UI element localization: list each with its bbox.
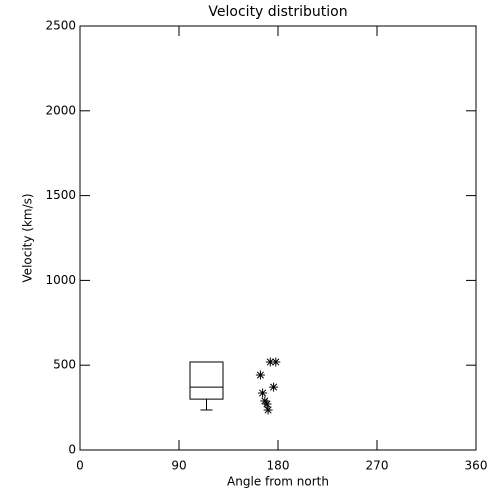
scatter-point — [269, 382, 279, 392]
x-axis-label: Angle from north — [227, 475, 329, 489]
y-tick-label: 1000 — [45, 273, 76, 287]
scatter-point — [265, 357, 275, 367]
y-tick-label: 2000 — [45, 103, 76, 117]
x-tick-label: 0 — [76, 459, 84, 473]
scatter-point — [271, 357, 281, 367]
scatter-point — [263, 405, 273, 415]
scatter-point — [262, 399, 272, 409]
plot-frame — [79, 25, 477, 451]
x-tick-label: 90 — [171, 459, 186, 473]
x-tick-label: 270 — [366, 459, 389, 473]
y-tick-label: 0 — [68, 443, 76, 457]
y-tick-label: 2500 — [45, 19, 76, 33]
y-axis-label: Velocity (km/s) — [21, 193, 35, 282]
scatter-point — [258, 388, 268, 398]
scatter-point — [255, 370, 265, 380]
x-tick-label: 360 — [465, 459, 488, 473]
y-tick-label: 500 — [53, 358, 76, 372]
y-tick-label: 1500 — [45, 188, 76, 202]
scatter-point — [260, 396, 270, 406]
box — [189, 361, 224, 400]
chart-title: Velocity distribution — [208, 4, 347, 20]
x-tick-label: 180 — [267, 459, 290, 473]
